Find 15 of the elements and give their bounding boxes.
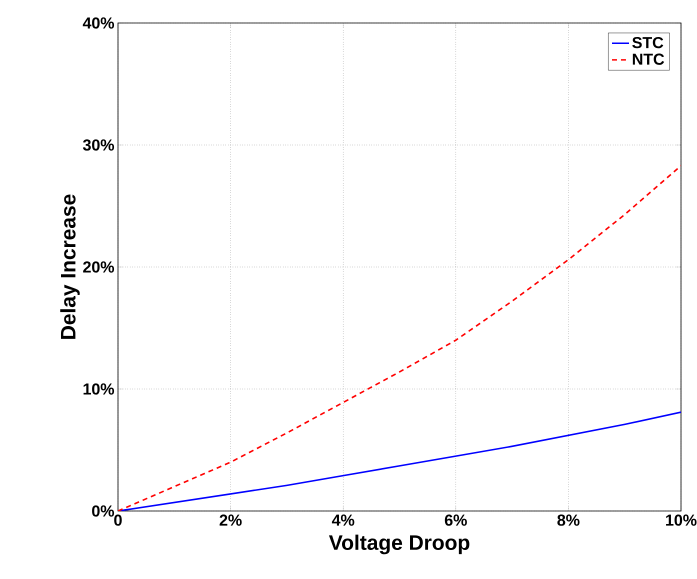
y-tick-label: 30%	[82, 139, 114, 151]
x-tick-label: 2%	[220, 514, 242, 526]
y-tick-label: 0%	[92, 505, 114, 517]
y-tick-label: 20%	[83, 261, 114, 273]
x-tick-label: 6%	[444, 514, 467, 526]
y-tick-label: 10%	[84, 383, 114, 395]
x-tick-label: 8%	[557, 514, 580, 526]
y-tick-label: 40%	[82, 17, 114, 29]
x-axis-title: Voltage Droop	[328, 534, 470, 554]
y-axis-title: Delay Increase	[60, 194, 80, 339]
legend-label: STC	[632, 36, 664, 48]
x-tick-label: 4%	[332, 514, 354, 526]
x-tick-label: 10%	[666, 514, 697, 526]
legend-label: NTC	[632, 54, 664, 65]
x-tick-label: 0	[114, 514, 122, 526]
